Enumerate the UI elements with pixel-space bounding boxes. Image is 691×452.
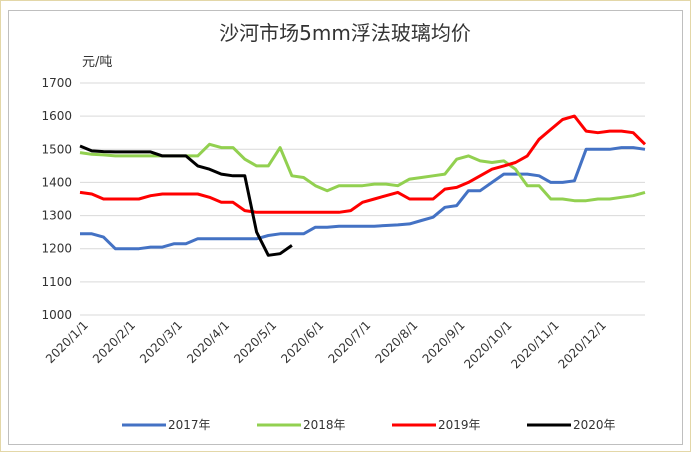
y-tick-label: 1300	[41, 209, 72, 223]
y-tick-label: 1600	[41, 109, 72, 123]
y-tick-label: 1700	[41, 76, 72, 90]
legend-label: 2018年	[303, 418, 346, 432]
y-axis-label: 元/吨	[82, 55, 112, 70]
legend-label: 2019年	[438, 418, 481, 432]
y-tick-label: 1000	[41, 308, 72, 322]
chart-title: 沙河市场5mm浮法玻璃均价	[219, 21, 471, 45]
series-line	[80, 146, 646, 251]
legend-label: 2020年	[573, 418, 616, 432]
y-tick-label: 1400	[41, 175, 72, 189]
y-tick-label: 1100	[41, 275, 72, 289]
y-tick-label: 1500	[41, 142, 72, 156]
series-line	[79, 144, 293, 257]
series-line	[79, 114, 647, 214]
legend-label: 2017年	[168, 418, 211, 432]
y-tick-label: 1200	[41, 242, 72, 256]
